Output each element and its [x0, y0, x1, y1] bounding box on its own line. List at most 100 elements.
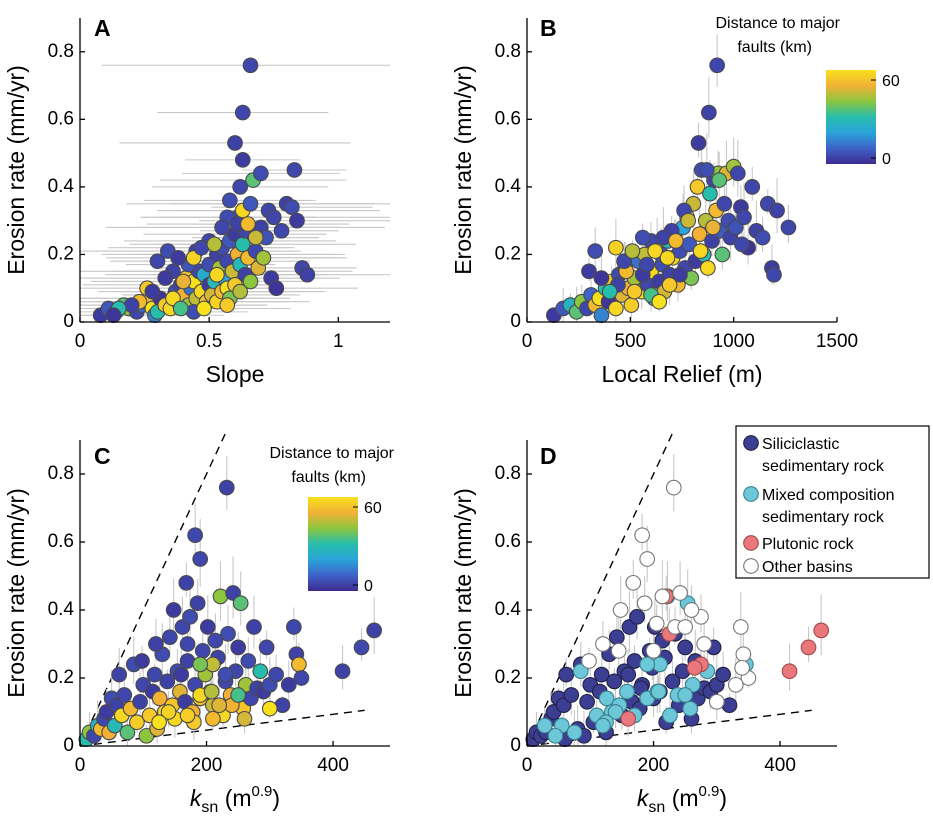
data-point	[268, 666, 284, 683]
data-point	[780, 219, 797, 236]
data-point-series-4	[727, 676, 744, 693]
data-point-series-4	[639, 551, 656, 567]
panel-label: C	[94, 443, 111, 469]
reference-line-1	[79, 432, 227, 747]
data-point	[192, 656, 209, 673]
data-point-series-2	[662, 707, 678, 724]
data-point	[175, 273, 192, 290]
colorbar-title-line1: Distance to major	[270, 445, 395, 462]
data-points	[525, 479, 830, 748]
data-point	[744, 179, 761, 195]
data-point-series-2	[595, 717, 611, 734]
y-tick-label: 0.8	[48, 463, 74, 484]
y-axis-label: Erosion rate (mm/yr)	[3, 488, 29, 698]
data-point	[672, 266, 688, 283]
data-point	[234, 104, 251, 121]
data-point	[159, 673, 176, 690]
data-point-series-3	[781, 663, 798, 680]
data-point	[234, 236, 251, 253]
y-tick-label: 0.6	[48, 108, 74, 129]
data-point-series-4	[665, 479, 682, 496]
panel-label: D	[540, 443, 557, 469]
data-point-series-3	[800, 639, 817, 656]
y-axis-label: Erosion rate (mm/yr)	[450, 65, 476, 275]
colorbar-title-line1: Distance to major	[716, 15, 841, 32]
colorbar-c: Distance to major faults (km) 60 0	[270, 445, 395, 595]
y-tick-label: 0	[510, 311, 521, 332]
data-point	[581, 263, 597, 280]
data-point-series-1	[606, 673, 623, 690]
panel-a: A 0 0.2 0.4 0.6 0.8 0 0.5 1 Erosion rate (mm/yr) S…	[3, 15, 390, 387]
x-axis-label: ksn (m0.9)	[190, 783, 280, 816]
colorbar-title-line2: faults (km)	[291, 469, 366, 486]
y-tick-label: 0.4	[495, 176, 522, 197]
data-point	[218, 479, 235, 496]
data-point-series-1	[579, 693, 595, 710]
colorbar-max-label: 60	[364, 500, 382, 517]
legend-marker	[743, 558, 759, 574]
data-point-series-4	[696, 636, 712, 652]
x-tick-label: 500	[614, 331, 646, 352]
data-point	[234, 152, 251, 168]
x-tick-label: 0	[75, 755, 86, 776]
data-point	[214, 219, 230, 236]
data-point	[187, 527, 203, 544]
data-point	[179, 636, 196, 652]
data-point-series-1	[664, 673, 681, 690]
data-point	[366, 622, 383, 639]
data-point	[701, 104, 717, 121]
data-point-series-4	[654, 588, 671, 605]
legend-box	[735, 425, 930, 579]
x-tick-label: 0.5	[196, 331, 222, 352]
data-point-series-4	[610, 642, 627, 659]
data-point	[240, 653, 257, 669]
data-point	[219, 297, 236, 313]
legend: Siliciclastic sedimentary rock Mixed compo…	[735, 425, 930, 579]
data-point	[286, 162, 303, 178]
data-point-series-1	[715, 666, 731, 683]
data-point	[119, 724, 136, 741]
data-point-series-4	[634, 527, 650, 544]
y-tick-label: 0.2	[495, 667, 521, 688]
data-point	[353, 639, 370, 656]
data-point	[699, 260, 716, 276]
y-tick-label: 0	[63, 735, 74, 756]
colorbar-max-label: 60	[882, 73, 900, 90]
x-axis-label: Slope	[206, 361, 265, 387]
data-point-series-1	[629, 608, 645, 625]
data-point	[285, 619, 302, 635]
y-tick-label: 0.8	[48, 41, 74, 62]
data-point	[265, 209, 282, 226]
data-point	[587, 243, 604, 259]
data-point-series-4	[672, 585, 688, 601]
data-point-series-2	[572, 663, 589, 680]
x-tick-label: 400	[764, 755, 796, 776]
data-point	[651, 293, 668, 310]
data-point	[220, 625, 236, 642]
x-tick-label: 1500	[816, 331, 858, 352]
legend-label: Siliciclastic	[762, 436, 839, 453]
x-tick-label: 0	[75, 331, 86, 352]
data-point	[623, 297, 640, 313]
data-point-series-1	[563, 687, 580, 703]
x-tick-label: 200	[191, 755, 223, 776]
data-point-series-2	[619, 683, 635, 700]
data-point	[273, 222, 290, 239]
data-point	[661, 276, 678, 293]
colorbar-title-line2: faults (km)	[737, 39, 812, 56]
y-tick-label: 0	[510, 735, 521, 756]
data-point-series-2	[650, 683, 667, 700]
data-point-series-4	[677, 619, 694, 635]
data-point	[283, 199, 300, 216]
data-point	[160, 704, 177, 720]
data-point	[246, 619, 262, 635]
data-point	[698, 162, 715, 178]
data-point	[647, 243, 663, 259]
data-point	[189, 595, 206, 612]
colorbar-min-label: 0	[882, 151, 891, 168]
data-point	[221, 192, 238, 209]
data-point	[170, 249, 187, 266]
panel-label: B	[540, 15, 557, 41]
y-axis-label: Erosion rate (mm/yr)	[3, 65, 29, 275]
